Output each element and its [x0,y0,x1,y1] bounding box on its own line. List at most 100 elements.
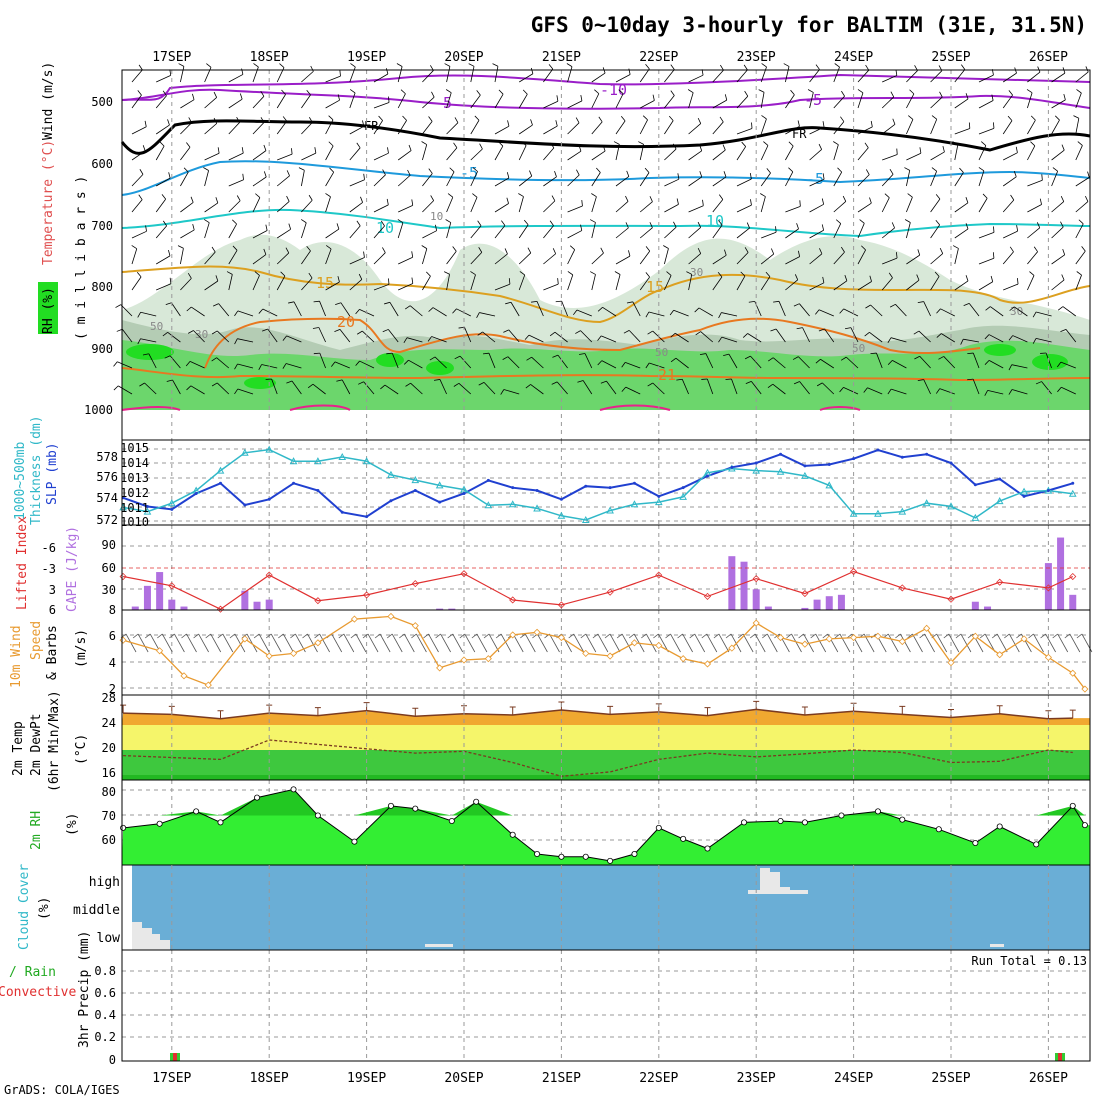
slp-point [316,489,320,493]
wind-barb-flag [428,307,434,312]
wind-barb [397,66,403,83]
wind-barb-flag [479,143,483,150]
wind-barb-flag [598,116,603,123]
wind-barb-flag [984,360,990,365]
ytick-label: 24 [102,716,116,730]
wind-barb [706,378,714,395]
wind-barb [615,120,626,135]
surface-wind-barb [573,633,585,653]
wind-barb [919,355,931,369]
wind-barb-flag [992,252,995,259]
bottom-date-axis: 17SEP 18SEP 19SEP 20SEP 21SEP 22SEP 23SEP 24SEP… [152,1071,1068,1086]
surface-wind-barb [621,633,633,653]
wind-barb [751,381,762,395]
thickness-marker [143,507,152,515]
wind-barb-flag [748,300,755,303]
wind-barb [131,248,138,265]
wind-barb-flag [428,168,433,174]
wind-barb [301,122,313,135]
wind-barb-flag [870,352,877,355]
wind-barb-flag [938,356,944,360]
wind-barb-flag [766,168,771,174]
wind-barb [652,382,665,395]
ytick-label: 0.8 [94,964,116,978]
wind-speed-marker [436,664,444,672]
wind-barb-flag [567,271,574,276]
wind-barb-flag [215,275,219,282]
surface-wind-barb-flag [411,633,417,639]
wind-barb [349,66,356,83]
wind-barb-flag [232,245,238,251]
wind-barb-flag [530,119,533,126]
slp-point [1022,494,1026,498]
wind-barb [470,171,478,187]
slp-point [389,499,393,503]
surface-wind-barb [379,633,391,653]
wind-barb-flag [478,247,483,253]
wind-barb [204,123,217,135]
wind-barb-flag [589,219,596,223]
wind-barb [664,178,680,187]
contour-21 [121,367,1091,382]
wind-barb [530,384,544,395]
wind-barb-flag [645,272,650,278]
wind-barb-flag [1078,219,1084,225]
thickness-series [122,448,1073,521]
wind-barb-flag [673,221,677,228]
wind-barb [712,99,727,109]
surface-wind-barb-flag [447,633,453,639]
surface-wind-barb-flag [144,633,151,639]
wind-barb [557,354,568,369]
wind-barb-flag [841,90,845,97]
wind-barb-flag [236,116,241,123]
wind-barb-flag [443,271,450,275]
wind-barb-flag [580,94,583,101]
wind-barb [518,224,529,239]
ytick-label-slp: 1014 [120,456,149,470]
wind-speed-marker [801,640,809,648]
wind-barb [171,302,181,317]
wind-barb [639,68,650,83]
wind-barb-flag [1076,271,1082,276]
wind-barb [422,230,437,239]
wind-speed-marker [180,672,188,680]
wind-barb-flag [280,271,286,277]
wind-barb-flag [286,380,293,384]
wind-barb-flag [282,335,287,341]
thickness-marker [606,506,614,514]
surface-wind-barb-flag [181,633,187,639]
wind-barb-flag [720,64,724,71]
wind-barb-flag [792,356,799,360]
li-axis-label: Lifted Index [15,516,30,610]
wind-barb [700,331,714,343]
wind-barb-flag [942,146,945,153]
thickness-marker [1044,486,1053,494]
wind-barb [775,328,786,343]
wind-barb-flag [550,142,555,149]
wind-barb-flag [384,301,391,305]
wind-barb [359,360,375,369]
wind-barb [398,256,413,265]
wind-barb [536,301,544,317]
wind-barb-flag [525,384,531,389]
wind-barb-flag [444,63,451,67]
thickness-markers [119,445,1077,523]
wind-barb [721,312,738,317]
wind-speed-marker [1081,685,1089,693]
slp-point [438,500,442,504]
wind-barb [833,121,845,135]
wind-barb [285,363,302,369]
wind-barb [422,275,431,291]
rh2m-marker [351,838,358,845]
wind-speed-marker [557,633,565,642]
surface-wind-barb-flag [205,633,211,639]
wind-barb [712,176,727,187]
wind-barb [857,223,865,239]
cape-bar [436,608,444,610]
wind-barb [349,257,365,265]
wind-barb-flag [162,90,167,96]
date-label: 21SEP [542,50,581,65]
surface-wind-barb-flag [193,633,199,639]
wind-barb [954,248,959,265]
wind-barb [664,148,677,161]
